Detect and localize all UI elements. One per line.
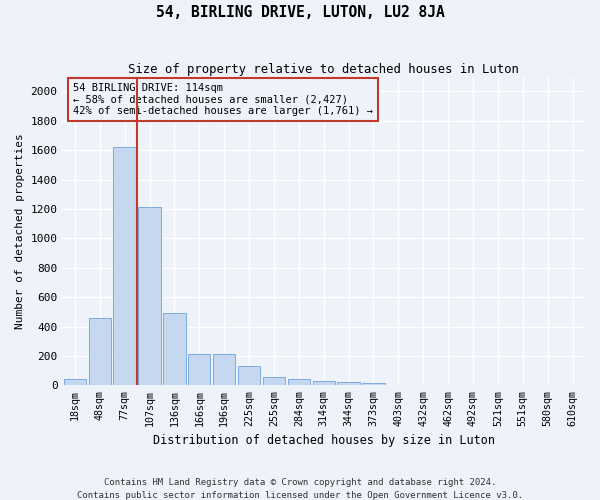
Bar	[238, 366, 260, 386]
Text: 54, BIRLING DRIVE, LUTON, LU2 8JA: 54, BIRLING DRIVE, LUTON, LU2 8JA	[155, 5, 445, 20]
Bar	[89, 318, 111, 386]
Bar	[64, 380, 86, 386]
Bar	[337, 382, 360, 386]
Bar	[287, 378, 310, 386]
Text: 54 BIRLING DRIVE: 114sqm
← 58% of detached houses are smaller (2,427)
42% of sem: 54 BIRLING DRIVE: 114sqm ← 58% of detach…	[73, 83, 373, 116]
Bar	[188, 354, 211, 386]
Text: Contains HM Land Registry data © Crown copyright and database right 2024.
Contai: Contains HM Land Registry data © Crown c…	[77, 478, 523, 500]
Bar	[362, 383, 385, 386]
Bar	[139, 208, 161, 386]
Bar	[113, 147, 136, 386]
Bar	[163, 314, 185, 386]
Title: Size of property relative to detached houses in Luton: Size of property relative to detached ho…	[128, 62, 519, 76]
Bar	[213, 354, 235, 386]
Bar	[313, 381, 335, 386]
X-axis label: Distribution of detached houses by size in Luton: Distribution of detached houses by size …	[153, 434, 495, 448]
Bar	[263, 377, 285, 386]
Y-axis label: Number of detached properties: Number of detached properties	[15, 133, 25, 329]
